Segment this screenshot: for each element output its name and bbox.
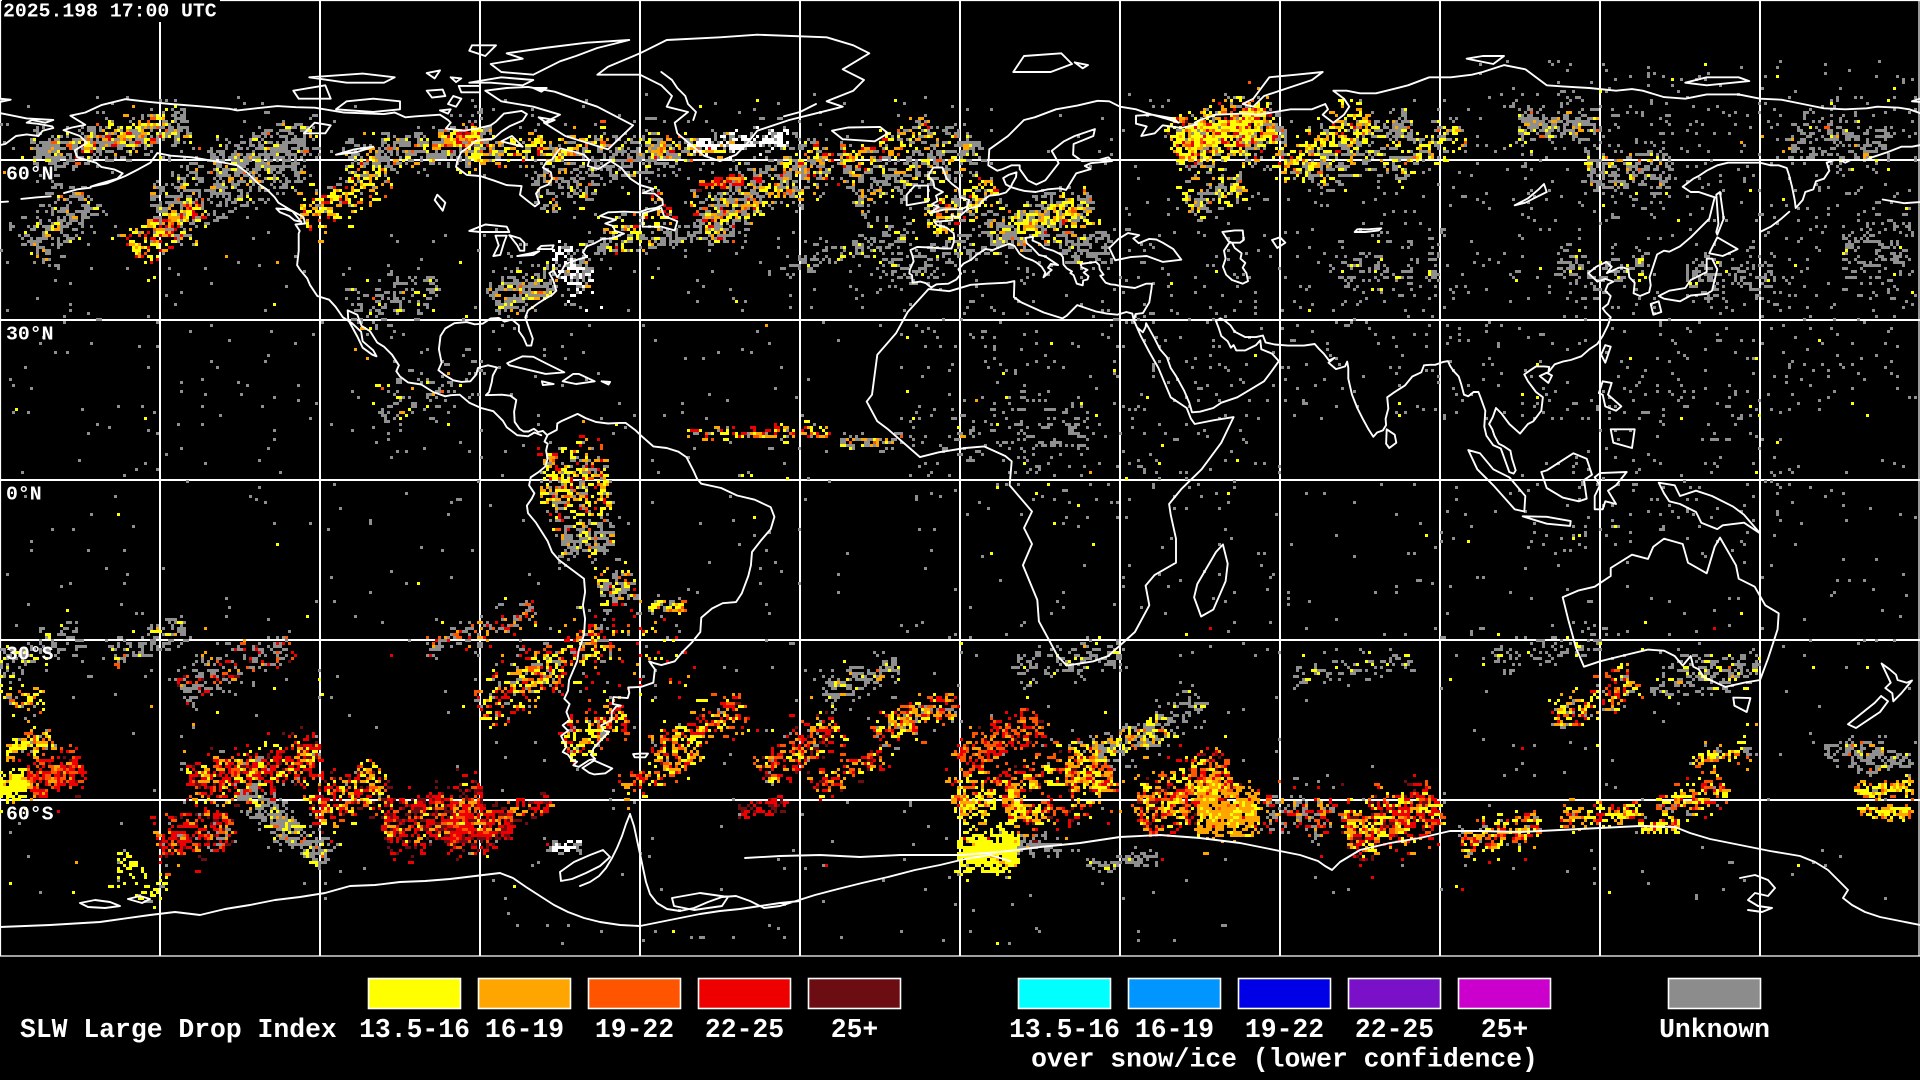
svg-text:22-25: 22-25 — [1355, 1015, 1434, 1045]
svg-text:30°N: 30°N — [6, 324, 53, 346]
svg-text:0°N: 0°N — [6, 484, 42, 506]
svg-text:13.5-16: 13.5-16 — [1009, 1015, 1120, 1045]
svg-text:SLW Large Drop Index: SLW Large Drop Index — [20, 1015, 337, 1045]
svg-text:60°S: 60°S — [6, 804, 54, 826]
svg-text:25+: 25+ — [1481, 1015, 1529, 1045]
svg-text:16-19: 16-19 — [485, 1015, 564, 1045]
svg-text:19-22: 19-22 — [595, 1015, 674, 1045]
svg-text:25+: 25+ — [831, 1015, 879, 1045]
svg-text:over snow/ice (lower confidenc: over snow/ice (lower confidence) — [1031, 1044, 1538, 1074]
svg-text:22-25: 22-25 — [705, 1015, 784, 1045]
svg-text:19-22: 19-22 — [1245, 1015, 1324, 1045]
svg-text:16-19: 16-19 — [1135, 1015, 1214, 1045]
svg-text:Unknown: Unknown — [1659, 1015, 1770, 1045]
svg-text:2025.198 17:00 UTC: 2025.198 17:00 UTC — [3, 1, 217, 23]
svg-text:60°N: 60°N — [6, 164, 53, 186]
svg-text:30°S: 30°S — [6, 644, 54, 666]
svg-text:13.5-16: 13.5-16 — [359, 1015, 470, 1045]
